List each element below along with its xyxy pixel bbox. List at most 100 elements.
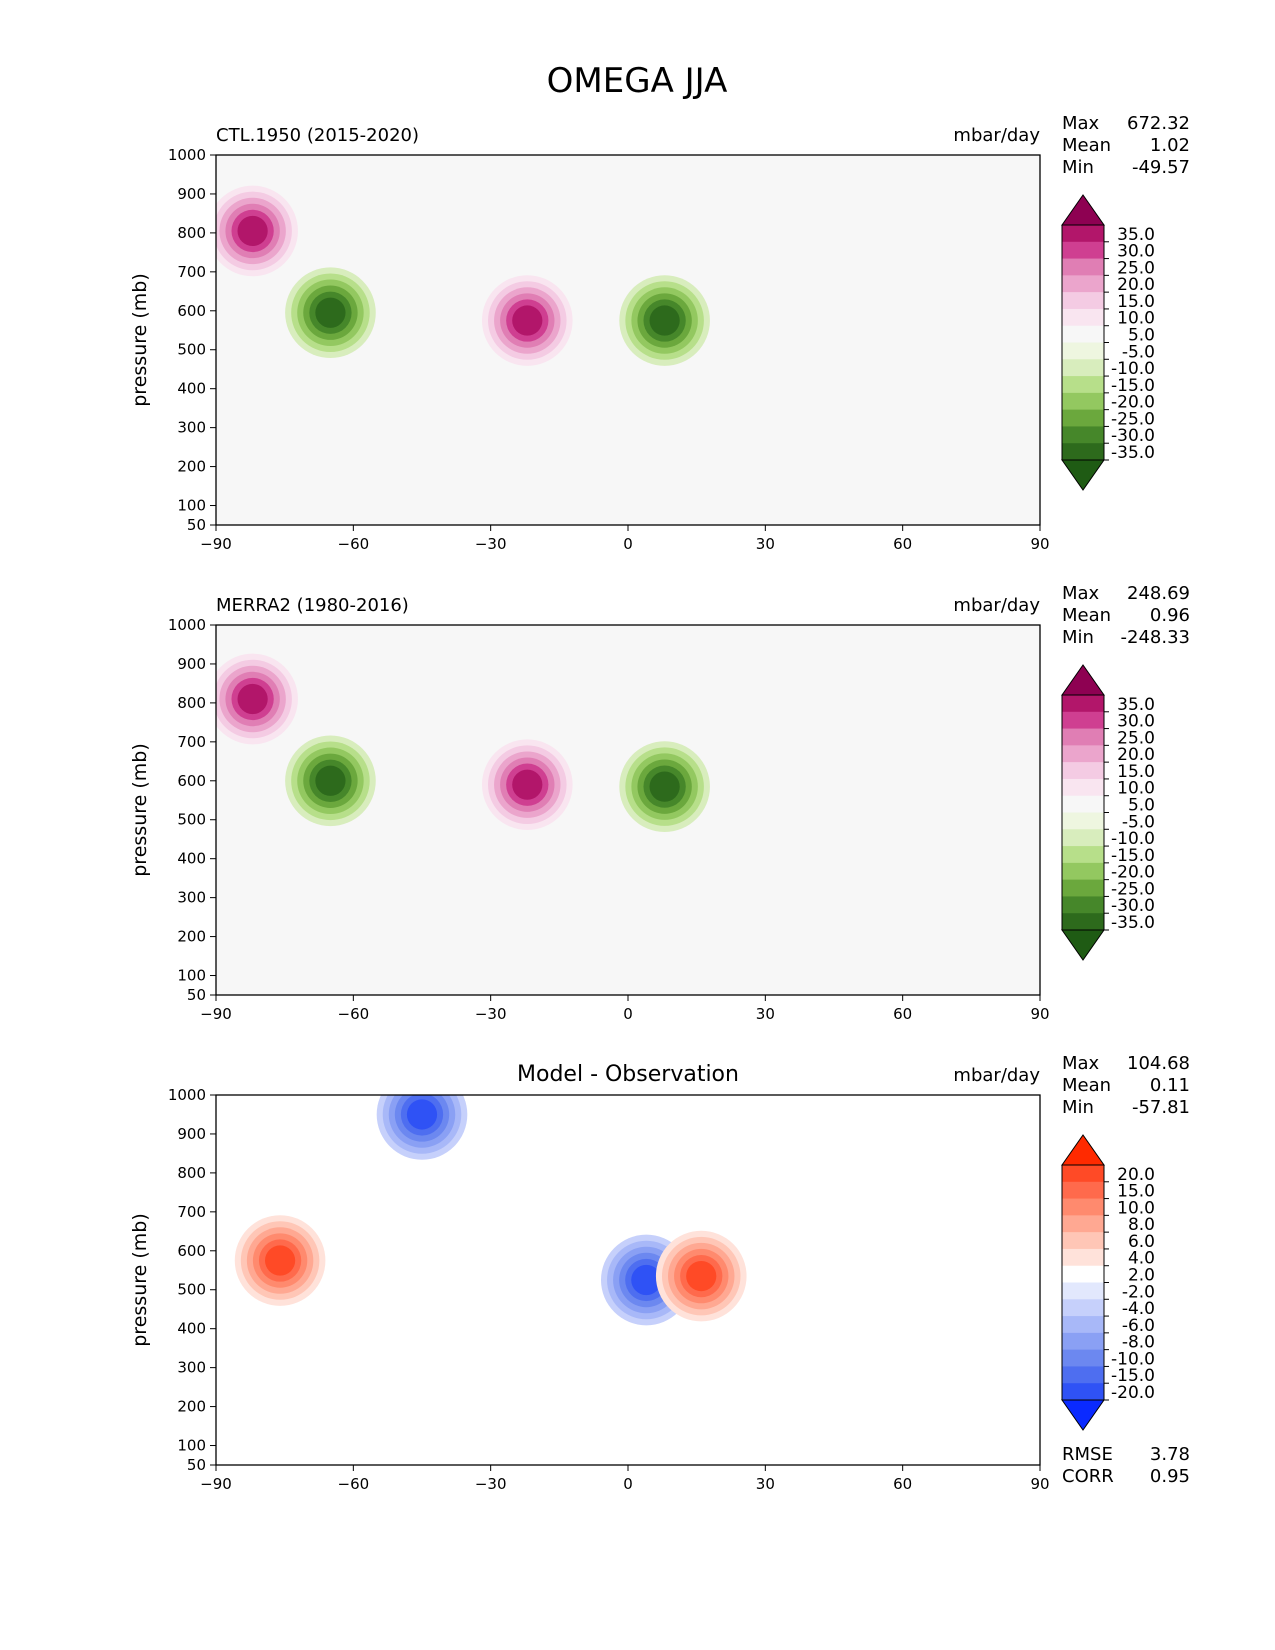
colorbar-tick-label: 20.0 <box>1117 275 1155 295</box>
x-tick-label: −90 <box>200 535 232 553</box>
x-tick-label: −90 <box>200 1005 232 1023</box>
colorbar-tick-label: -10.0 <box>1111 359 1155 379</box>
y-tick-label: 200 <box>177 458 206 476</box>
colorbar-tick-label: -25.0 <box>1111 879 1155 899</box>
x-tick-label: 0 <box>623 1475 633 1493</box>
stat-label-rmse: RMSE <box>1062 1444 1113 1465</box>
x-tick-label: 30 <box>756 1475 775 1493</box>
colorbar-swatch <box>1062 812 1104 830</box>
colorbar-swatch <box>1062 1181 1104 1200</box>
y-tick-label: 600 <box>177 772 206 790</box>
colorbar-swatch <box>1062 695 1104 713</box>
panels: −90 −60 −30 0 30 60 90501002003004005006007008… <box>129 113 1190 1493</box>
x-tick-label: 0 <box>623 1005 633 1023</box>
y-tick-label: 400 <box>177 850 206 868</box>
colorbar-tick-label: 6.0 <box>1128 1232 1155 1252</box>
x-tick-label: 60 <box>893 1005 912 1023</box>
x-tick-label: 90 <box>1030 535 1049 553</box>
colorbar-swatch <box>1062 1332 1104 1351</box>
y-tick-label: 500 <box>177 1281 206 1299</box>
x-tick-label: 60 <box>893 1475 912 1493</box>
colorbar-tick-label: 4.0 <box>1128 1249 1155 1269</box>
colorbar-tick-label: -20.0 <box>1111 393 1155 413</box>
colorbar-swatch <box>1062 325 1104 343</box>
y-tick-label: 700 <box>177 1203 206 1221</box>
colorbar-swatch <box>1062 1316 1104 1334</box>
stat-value-rmse: 3.78 <box>1150 1444 1190 1465</box>
x-tick-label: 0 <box>623 535 633 553</box>
colorbar-tick-label: -6.0 <box>1122 1316 1155 1336</box>
colorbar-swatch <box>1062 1198 1104 1216</box>
stat-value-max: 104.68 <box>1127 1053 1190 1074</box>
colorbar-swatch <box>1062 1349 1104 1367</box>
y-tick-label: 100 <box>177 1437 206 1455</box>
x-tick-label: −30 <box>475 1005 507 1023</box>
y-tick-label: 500 <box>177 811 206 829</box>
x-tick-label: 30 <box>756 535 775 553</box>
colorbar-swatch <box>1062 1282 1104 1300</box>
colorbar-tick-label: 10.0 <box>1117 779 1155 799</box>
y-axis-label: pressure (mb) <box>129 1213 151 1347</box>
y-tick-label: 700 <box>177 263 206 281</box>
colorbar-swatch <box>1062 426 1104 444</box>
colorbar: 35.030.025.020.015.010.05.0-5.0-10.0-15.… <box>1061 664 1155 961</box>
colorbar-swatch <box>1062 913 1104 931</box>
contour-subtropical-descent-level-6 <box>512 769 543 800</box>
colorbar-tick-label: 35.0 <box>1117 695 1155 715</box>
y-tick-label: 300 <box>177 889 206 907</box>
colorbar-tick-label: -8.0 <box>1122 1333 1155 1353</box>
contour-subtropical-descent-level-6 <box>512 305 543 336</box>
contour-antarctic-descent-level-6 <box>237 215 268 247</box>
y-axis-label: pressure (mb) <box>129 273 151 407</box>
colorbar-tick-label: -5.0 <box>1122 342 1155 362</box>
y-tick-label: 400 <box>177 380 206 398</box>
contour-southern-midlat-ascent-level-6 <box>315 297 346 328</box>
colorbar-tick-label: 10.0 <box>1117 309 1155 329</box>
colorbar-tick-label: -35.0 <box>1111 913 1155 933</box>
colorbar-tick-label: 30.0 <box>1117 242 1155 262</box>
colorbar-tick-label: -15.0 <box>1111 1366 1155 1386</box>
colorbar-extend-max <box>1061 1134 1105 1166</box>
y-tick-label: 900 <box>177 1125 206 1143</box>
y-tick-label: 50 <box>187 516 206 534</box>
stat-value-max: 672.32 <box>1127 113 1190 134</box>
colorbar-swatch <box>1062 292 1104 310</box>
panel-label: CTL.1950 (2015-2020) <box>216 125 419 146</box>
colorbar-tick-label: 5.0 <box>1128 796 1155 816</box>
y-tick-label: 600 <box>177 1242 206 1260</box>
y-tick-label: 100 <box>177 967 206 985</box>
stat-label-min: Min <box>1062 1097 1094 1118</box>
colorbar-tick-label: -30.0 <box>1111 896 1155 916</box>
stat-label-mean: Mean <box>1062 135 1111 156</box>
x-tick-label: −60 <box>338 535 370 553</box>
colorbar-swatch <box>1062 711 1104 730</box>
y-tick-label: 600 <box>177 302 206 320</box>
stat-label-mean: Mean <box>1062 1075 1111 1096</box>
y-tick-label: 900 <box>177 185 206 203</box>
colorbar-extend-min <box>1061 459 1105 491</box>
y-tick-label: 200 <box>177 928 206 946</box>
colorbar-tick-label: 30.0 <box>1117 712 1155 732</box>
y-tick-label: 800 <box>177 224 206 242</box>
colorbar-tick-label: 25.0 <box>1117 728 1155 748</box>
stat-value-min: -57.81 <box>1132 1097 1190 1118</box>
stat-value-min: -49.57 <box>1132 157 1190 178</box>
y-tick-label: 800 <box>177 694 206 712</box>
colorbar-tick-label: -30.0 <box>1111 426 1155 446</box>
contour-southern-surface-negative-level-6 <box>406 1099 438 1130</box>
colorbar-tick-label: -10.0 <box>1111 829 1155 849</box>
stat-value-corr: 0.95 <box>1150 1466 1190 1487</box>
stat-value-mean: 0.96 <box>1150 605 1190 626</box>
contour-antarctic-positive-level-6 <box>264 1245 296 1276</box>
stat-label-min: Min <box>1062 627 1094 648</box>
stat-label-min: Min <box>1062 157 1094 178</box>
colorbar-tick-label: 15.0 <box>1117 292 1155 312</box>
colorbar-tick-label: 20.0 <box>1117 745 1155 765</box>
stat-label-max: Max <box>1062 113 1100 134</box>
x-tick-label: 60 <box>893 535 912 553</box>
colorbar-swatch <box>1062 359 1104 377</box>
x-tick-label: −60 <box>338 1005 370 1023</box>
colorbar-tick-label: -2.0 <box>1122 1282 1155 1302</box>
contour-tropical-negative-level-6 <box>631 1264 662 1296</box>
